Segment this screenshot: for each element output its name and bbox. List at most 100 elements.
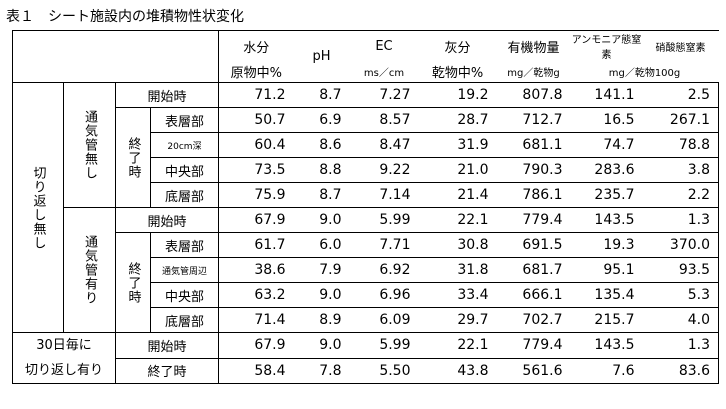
column-unit: 原物中% <box>218 61 294 83</box>
cell-value: 43.8 <box>418 357 497 384</box>
cell-value: 28.7 <box>418 107 497 133</box>
cell-value: 141.1 <box>570 82 643 108</box>
table-row: 中央部 63.2 9.0 6.96 33.4 666.1 135.4 5.3 <box>13 282 719 308</box>
cell-value: 681.7 <box>496 257 571 283</box>
row-label: 開始時 <box>115 332 219 359</box>
cell-value: 19.2 <box>418 82 497 108</box>
section-label-line: 30日毎に <box>36 338 92 353</box>
data-table: 水分 pH EC 灰分 有機物量 アンモニア態窒素 硝酸態窒素 原物中% ms／… <box>12 30 719 384</box>
table-row: 通気管周辺 38.6 7.9 6.92 31.8 681.7 95.1 93.5 <box>13 257 719 283</box>
cell-value: 38.6 <box>218 257 294 283</box>
cell-value: 6.0 <box>293 232 350 258</box>
cell-value: 1.3 <box>642 207 719 233</box>
cell-value: 71.4 <box>218 307 294 333</box>
cell-value: 8.47 <box>349 132 419 158</box>
cell-value: 9.0 <box>293 282 350 308</box>
cell-value: 33.4 <box>418 282 497 308</box>
cell-value: 60.4 <box>218 132 294 158</box>
column-unit: 乾物中% <box>418 61 497 83</box>
section-label: 30日毎に 切り返し有り <box>12 332 116 384</box>
table-row: 通気管有り 開始時 67.9 9.0 5.99 22.1 779.4 143.5 1.3 <box>13 207 719 333</box>
column-unit: mg／乾物100g <box>570 61 719 83</box>
cell-value: 5.99 <box>349 332 419 359</box>
cell-value: 74.7 <box>570 132 643 158</box>
cell-value: 135.4 <box>570 282 643 308</box>
cell-value: 790.3 <box>496 157 571 183</box>
cell-value: 6.96 <box>349 282 419 308</box>
cell-value: 267.1 <box>642 107 719 133</box>
cell-value: 1.3 <box>642 332 719 359</box>
cell-value: 2.2 <box>642 182 719 208</box>
cell-value: 9.0 <box>293 332 350 359</box>
column-name: 有機物量 <box>496 30 571 61</box>
column-name: 灰分 <box>418 30 497 61</box>
cell-value: 21.4 <box>418 182 497 208</box>
end-label: 終了時 <box>115 232 151 333</box>
cell-value: 8.7 <box>293 82 350 108</box>
cell-value: 8.7 <box>293 182 350 208</box>
cell-value: 7.9 <box>293 257 350 283</box>
cell-value: 8.57 <box>349 107 419 133</box>
cell-value: 30.8 <box>418 232 497 258</box>
cell-value: 4.0 <box>642 307 719 333</box>
cell-value: 3.8 <box>642 157 719 183</box>
table-row: 終了時 表層部 61.7 6.0 7.71 30.8 691.5 19.3 370.0 <box>13 232 719 333</box>
position-label: 通気管周辺 <box>150 257 219 283</box>
cell-value: 561.6 <box>496 357 571 384</box>
cell-value: 75.9 <box>218 182 294 208</box>
cell-value: 19.3 <box>570 232 643 258</box>
cell-value: 71.2 <box>218 82 294 108</box>
position-label: 底層部 <box>150 182 219 208</box>
cell-value: 5.50 <box>349 357 419 384</box>
cell-value: 8.8 <box>293 157 350 183</box>
section-label: 切り返し無し <box>12 82 64 333</box>
row-label: 開始時 <box>115 82 219 108</box>
cell-value: 807.8 <box>496 82 571 108</box>
cell-value: 8.6 <box>293 132 350 158</box>
column-name: EC <box>349 30 419 61</box>
cell-value: 50.7 <box>218 107 294 133</box>
cell-value: 666.1 <box>496 282 571 308</box>
table-row: 切り返し無し 通気管無し 開始時 71.2 8.7 7.27 19.2 807.8 141.1 2… <box>12 82 719 333</box>
cell-value: 29.7 <box>418 307 497 333</box>
cell-value: 58.4 <box>218 357 294 384</box>
subgroup-label: 通気管有り <box>63 207 116 333</box>
cell-value: 5.99 <box>349 207 419 233</box>
cell-value: 779.4 <box>496 207 571 233</box>
table-title: 表１ シート施設内の堆積物性状変化 <box>6 9 244 25</box>
cell-value: 215.7 <box>570 307 643 333</box>
cell-value: 6.9 <box>293 107 350 133</box>
cell-value: 22.1 <box>418 207 497 233</box>
cell-value: 6.09 <box>349 307 419 333</box>
cell-value: 7.71 <box>349 232 419 258</box>
cell-value: 9.0 <box>293 207 350 233</box>
cell-value: 6.92 <box>349 257 419 283</box>
cell-value: 143.5 <box>570 207 643 233</box>
end-label: 終了時 <box>115 107 151 208</box>
column-unit: mg／乾物g <box>496 61 571 83</box>
cell-value: 7.14 <box>349 182 419 208</box>
cell-value: 235.7 <box>570 182 643 208</box>
cell-value: 16.5 <box>570 107 643 133</box>
cell-value: 143.5 <box>570 332 643 359</box>
cell-value: 63.2 <box>218 282 294 308</box>
table-header: 水分 pH EC 灰分 有機物量 アンモニア態窒素 硝酸態窒素 原物中% ms／… <box>12 30 719 83</box>
cell-value: 67.9 <box>218 207 294 233</box>
column-name: pH <box>293 30 350 83</box>
position-label: 表層部 <box>150 107 219 133</box>
cell-value: 9.22 <box>349 157 419 183</box>
cell-value: 95.1 <box>570 257 643 283</box>
position-label: 20cm深 <box>150 132 219 158</box>
cell-value: 786.1 <box>496 182 571 208</box>
cell-value: 78.8 <box>642 132 719 158</box>
cell-value: 73.5 <box>218 157 294 183</box>
cell-value: 283.6 <box>570 157 643 183</box>
row-label: 終了時 <box>115 357 219 384</box>
cell-value: 93.5 <box>642 257 719 283</box>
cell-value: 61.7 <box>218 232 294 258</box>
cell-value: 5.3 <box>642 282 719 308</box>
cell-value: 370.0 <box>642 232 719 258</box>
cell-value: 31.8 <box>418 257 497 283</box>
cell-value: 31.9 <box>418 132 497 158</box>
